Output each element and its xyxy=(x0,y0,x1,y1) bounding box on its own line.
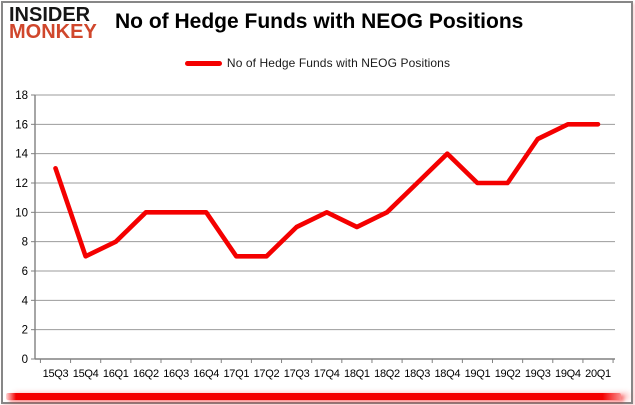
logo-line1: INSIDER xyxy=(9,4,91,26)
x-tick-label: 18Q4 xyxy=(434,368,460,380)
x-tick-label: 17Q2 xyxy=(254,368,280,380)
y-tick-label: 8 xyxy=(22,237,28,249)
x-tick-label: 20Q1 xyxy=(585,368,611,380)
chart-title: No of Hedge Funds with NEOG Positions xyxy=(115,10,524,33)
y-tick-label: 12 xyxy=(15,178,28,190)
hedge-funds-line-chart: 0 2 4 6 8 10 12 14 16 18 15Q3 15Q4 16Q1 16Q2 16Q3 16Q4 1… xyxy=(15,90,615,380)
x-tick-label: 18Q1 xyxy=(344,368,370,380)
x-tick-label: 16Q1 xyxy=(103,368,129,380)
x-tick-label: 16Q4 xyxy=(193,368,219,380)
x-tick-label: 18Q3 xyxy=(404,368,430,380)
x-tick-label: 19Q2 xyxy=(495,368,521,380)
legend-label: No of Hedge Funds with NEOG Positions xyxy=(226,56,451,70)
x-tick-label: 15Q4 xyxy=(73,368,99,380)
x-tick-label: 16Q3 xyxy=(163,368,189,380)
y-tick-label: 4 xyxy=(22,295,29,307)
series-line xyxy=(53,121,601,259)
y-tick-label: 16 xyxy=(15,119,28,131)
y-tick-label: 18 xyxy=(15,90,28,102)
y-tick-label: 0 xyxy=(22,354,28,366)
legend-line-swatch xyxy=(184,60,222,66)
x-tick-label: 17Q1 xyxy=(223,368,249,380)
y-tick-label: 14 xyxy=(15,149,28,161)
x-tick-label: 16Q2 xyxy=(133,368,159,380)
logo-line2: MONKEY xyxy=(9,21,97,43)
x-tick-label: 15Q3 xyxy=(43,368,69,380)
x-tick-label: 19Q1 xyxy=(465,368,491,380)
bottom-accent-bar xyxy=(6,393,621,400)
x-tick-label: 17Q3 xyxy=(284,368,310,380)
x-tick-label: 18Q2 xyxy=(374,368,400,380)
chart-legend: No of Hedge Funds with NEOG Positions xyxy=(0,56,635,70)
x-tick-label: 19Q3 xyxy=(525,368,551,380)
y-tick-label: 6 xyxy=(22,266,28,278)
y-tick-label: 10 xyxy=(15,207,28,219)
y-tick-label: 2 xyxy=(22,325,28,337)
x-tick-label: 17Q4 xyxy=(314,368,340,380)
insider-monkey-logo: INSIDER MONKEY xyxy=(9,4,97,43)
x-tick-label: 19Q4 xyxy=(555,368,581,380)
